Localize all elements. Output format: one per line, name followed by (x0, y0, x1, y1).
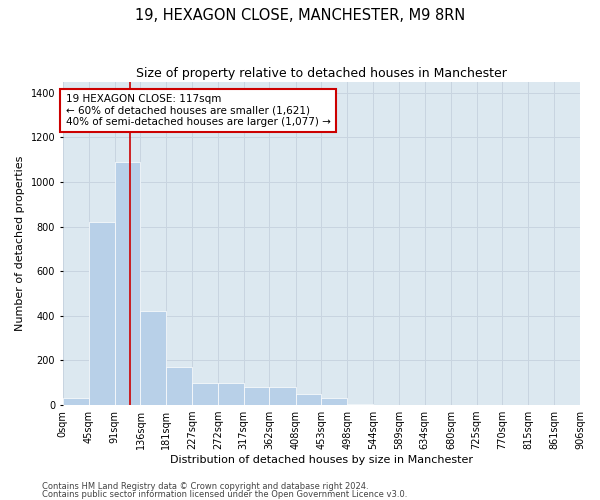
Y-axis label: Number of detached properties: Number of detached properties (15, 156, 25, 331)
Bar (296, 394, 322, 405)
Bar (166, 367, 193, 405)
Bar (322, 398, 347, 405)
Bar (347, 404, 373, 405)
Bar (63, 398, 89, 405)
Bar (218, 383, 244, 405)
Text: 19 HEXAGON CLOSE: 117sqm
← 60% of detached houses are smaller (1,621)
40% of sem: 19 HEXAGON CLOSE: 117sqm ← 60% of detach… (65, 94, 331, 127)
X-axis label: Distribution of detached houses by size in Manchester: Distribution of detached houses by size … (170, 455, 473, 465)
Bar (269, 387, 296, 405)
Bar (89, 222, 115, 405)
Bar (115, 162, 140, 405)
Bar (193, 383, 218, 405)
Title: Size of property relative to detached houses in Manchester: Size of property relative to detached ho… (136, 68, 507, 80)
Bar (140, 312, 166, 405)
Text: Contains HM Land Registry data © Crown copyright and database right 2024.: Contains HM Land Registry data © Crown c… (42, 482, 368, 491)
Text: 19, HEXAGON CLOSE, MANCHESTER, M9 8RN: 19, HEXAGON CLOSE, MANCHESTER, M9 8RN (135, 8, 465, 22)
Text: Contains public sector information licensed under the Open Government Licence v3: Contains public sector information licen… (42, 490, 407, 499)
Bar (244, 387, 269, 405)
